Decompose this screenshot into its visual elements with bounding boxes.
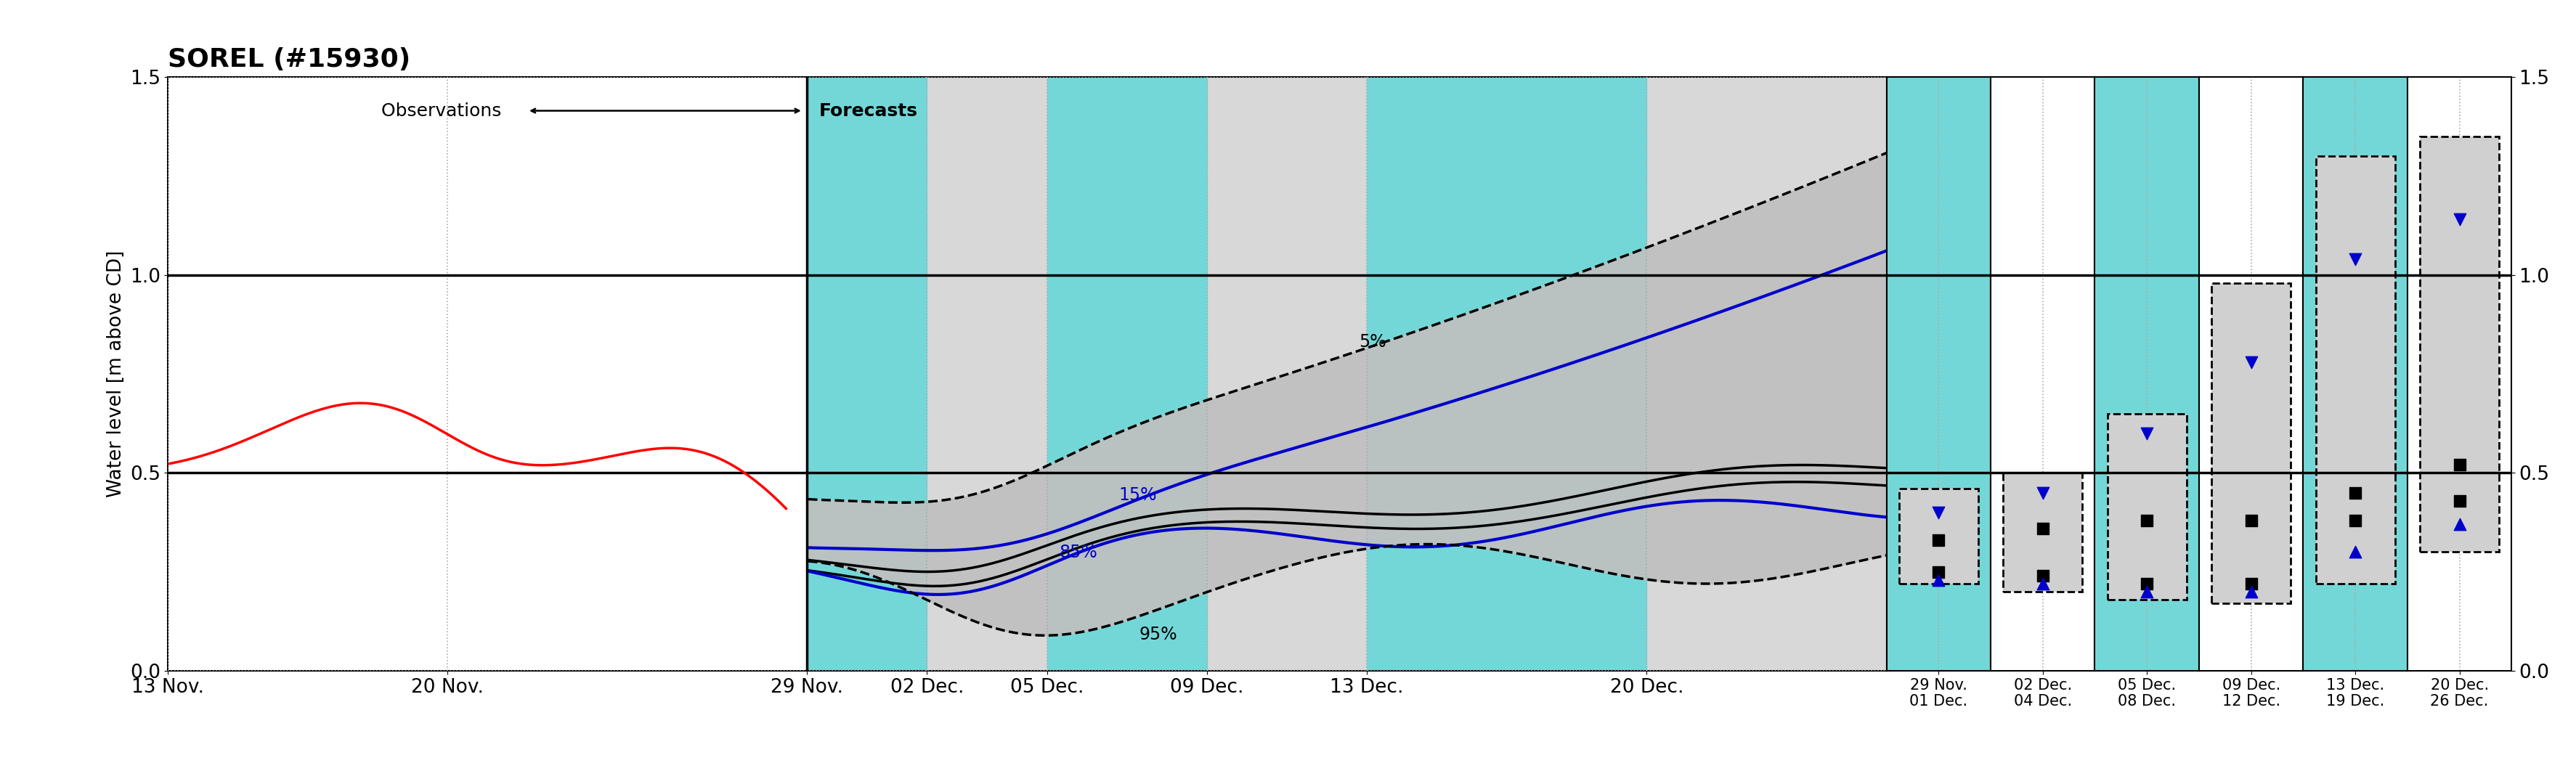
Bar xyxy=(2316,157,2396,584)
Bar xyxy=(1046,77,1208,671)
Text: 85%: 85% xyxy=(1059,544,1097,561)
Bar xyxy=(1368,77,1646,671)
Y-axis label: Water level [m above CD]: Water level [m above CD] xyxy=(108,251,126,497)
Text: 95%: 95% xyxy=(1139,626,1177,644)
Bar xyxy=(806,77,927,671)
Point xyxy=(2022,487,2063,499)
X-axis label: 26 Dec.: 26 Dec. xyxy=(2429,695,2488,709)
Bar xyxy=(2107,413,2187,600)
Bar xyxy=(2107,413,2187,600)
Point xyxy=(2022,577,2063,590)
Point xyxy=(2439,214,2481,226)
Point xyxy=(2439,494,2481,507)
Bar xyxy=(2213,283,2290,604)
Point xyxy=(2125,577,2166,590)
Point xyxy=(1919,534,1960,547)
Point xyxy=(2022,570,2063,582)
Bar xyxy=(2316,157,2396,584)
Point xyxy=(2334,514,2375,527)
Point xyxy=(1919,507,1960,519)
Bar xyxy=(2004,473,2081,591)
X-axis label: 19 Dec.: 19 Dec. xyxy=(2326,695,2385,709)
Bar xyxy=(2419,136,2499,552)
Point xyxy=(2439,518,2481,530)
Point xyxy=(2125,585,2166,598)
Point xyxy=(2231,514,2272,527)
Bar xyxy=(2004,473,2081,591)
Bar xyxy=(2213,283,2290,604)
Point xyxy=(2439,459,2481,471)
Bar xyxy=(2419,136,2499,552)
X-axis label: 08 Dec.: 08 Dec. xyxy=(2117,695,2177,709)
Point xyxy=(2231,585,2272,598)
X-axis label: 12 Dec.: 12 Dec. xyxy=(2223,695,2280,709)
Point xyxy=(2125,514,2166,527)
Bar xyxy=(1368,77,1646,671)
X-axis label: 01 Dec.: 01 Dec. xyxy=(1909,695,1968,709)
Text: Observations: Observations xyxy=(381,102,507,120)
X-axis label: 04 Dec.: 04 Dec. xyxy=(2014,695,2071,709)
Point xyxy=(2334,487,2375,499)
Bar xyxy=(1046,77,1208,671)
Bar xyxy=(806,77,1886,671)
Bar xyxy=(1899,489,1978,584)
Point xyxy=(2022,522,2063,534)
Point xyxy=(1919,574,1960,586)
Point xyxy=(2334,253,2375,265)
Text: Forecasts: Forecasts xyxy=(819,102,917,120)
Point xyxy=(1919,566,1960,578)
Text: SOREL (#15930): SOREL (#15930) xyxy=(167,47,410,72)
Text: 5%: 5% xyxy=(1358,333,1386,350)
Point xyxy=(2334,546,2375,558)
Bar xyxy=(167,77,806,671)
Bar xyxy=(1899,489,1978,584)
Point xyxy=(2231,577,2272,590)
Point xyxy=(2231,356,2272,369)
Point xyxy=(2125,427,2166,439)
Text: 15%: 15% xyxy=(1118,486,1157,503)
Bar xyxy=(806,77,927,671)
